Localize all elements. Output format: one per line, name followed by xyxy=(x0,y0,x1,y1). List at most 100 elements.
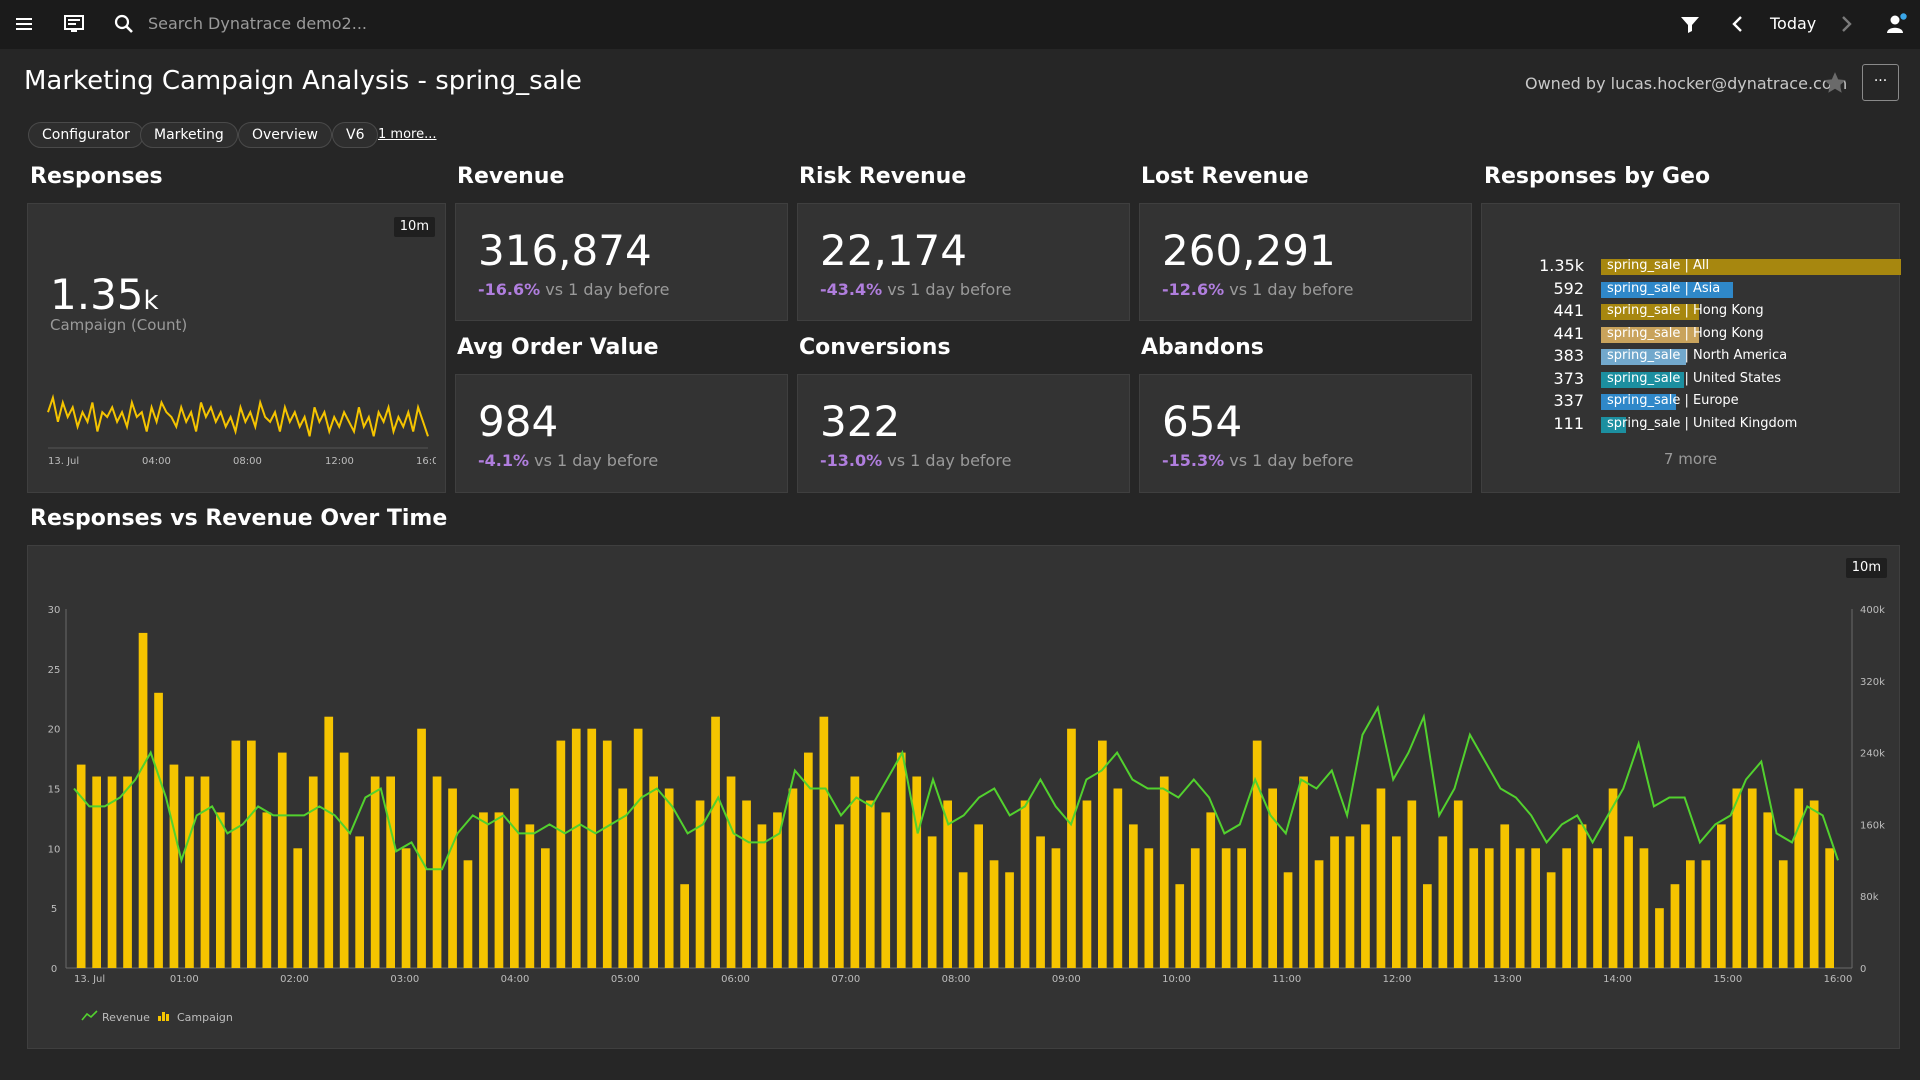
campaign-bar[interactable] xyxy=(293,848,303,968)
campaign-bar[interactable] xyxy=(1655,908,1664,968)
campaign-bar[interactable] xyxy=(1299,776,1308,969)
campaign-bar[interactable] xyxy=(154,692,163,968)
geo-row[interactable]: 373 spring_sale | United States xyxy=(1512,369,1920,389)
campaign-bar[interactable] xyxy=(664,788,674,969)
campaign-bar[interactable] xyxy=(510,788,519,969)
campaign-bar[interactable] xyxy=(525,824,535,968)
campaign-bar[interactable] xyxy=(742,800,751,969)
campaign-bar[interactable] xyxy=(1484,848,1494,968)
tag-v6[interactable]: V6 xyxy=(332,122,379,148)
campaign-bar[interactable] xyxy=(633,728,643,968)
campaign-bar[interactable] xyxy=(1345,836,1355,968)
campaign-bar[interactable] xyxy=(1098,740,1107,968)
campaign-bar[interactable] xyxy=(1190,848,1200,968)
campaign-bar[interactable] xyxy=(1608,788,1618,969)
campaign-bar[interactable] xyxy=(1392,836,1401,968)
campaign-bar[interactable] xyxy=(618,788,628,969)
campaign-bar[interactable] xyxy=(1051,848,1061,968)
campaign-bar[interactable] xyxy=(76,764,86,968)
campaign-bar[interactable] xyxy=(571,728,581,968)
campaign-bar[interactable] xyxy=(865,800,875,969)
campaign-bar[interactable] xyxy=(1717,824,1726,968)
campaign-bar[interactable] xyxy=(123,776,132,969)
geo-row[interactable]: 337 spring_sale | Europe xyxy=(1512,391,1920,411)
campaign-bar[interactable] xyxy=(200,776,210,969)
campaign-bar[interactable] xyxy=(1531,848,1540,968)
campaign-bar[interactable] xyxy=(556,740,566,968)
campaign-bar[interactable] xyxy=(1562,848,1571,968)
campaign-bar[interactable] xyxy=(850,776,860,969)
campaign-bar[interactable] xyxy=(1809,800,1819,969)
campaign-bar[interactable] xyxy=(1268,788,1277,969)
campaign-bar[interactable] xyxy=(463,860,473,968)
campaign-bar[interactable] xyxy=(943,800,952,969)
campaign-bar[interactable] xyxy=(974,824,983,968)
campaign-bar[interactable] xyxy=(1701,860,1711,968)
campaign-bar[interactable] xyxy=(726,776,736,969)
campaign-bar[interactable] xyxy=(1113,788,1123,969)
campaign-bar[interactable] xyxy=(1407,800,1417,969)
campaign-bar[interactable] xyxy=(1778,860,1788,968)
campaign-bar[interactable] xyxy=(277,752,287,968)
campaign-bar[interactable] xyxy=(989,860,999,968)
timeseries-tile[interactable]: 10m 0 5 10 15 20 25 30 0 80k 160k 240k 320k 400k 13. … xyxy=(27,545,1900,1049)
campaign-bar[interactable] xyxy=(138,632,148,968)
campaign-bar[interactable] xyxy=(262,812,272,968)
monitor-icon[interactable] xyxy=(62,12,86,36)
geo-more-link[interactable]: 7 more xyxy=(1663,450,1718,468)
campaign-bar[interactable] xyxy=(1515,848,1525,968)
campaign-bar[interactable] xyxy=(216,812,225,968)
campaign-bar[interactable] xyxy=(587,728,597,968)
campaign-bar[interactable] xyxy=(695,800,705,969)
geo-row[interactable]: 441 spring_sale | Hong Kong xyxy=(1512,324,1920,344)
campaign-bar[interactable] xyxy=(1237,848,1246,968)
campaign-bar[interactable] xyxy=(479,812,488,968)
tag-configurator[interactable]: Configurator xyxy=(28,122,144,148)
campaign-bar[interactable] xyxy=(1453,800,1463,969)
responses-tile[interactable]: 10m 1.35k Campaign (Count) 13. Jul 04:00 0… xyxy=(27,203,446,493)
campaign-bar[interactable] xyxy=(1794,788,1804,969)
campaign-bar[interactable] xyxy=(1036,836,1045,968)
campaign-bar[interactable] xyxy=(1577,824,1587,968)
campaign-bar[interactable] xyxy=(835,824,844,968)
user-icon[interactable] xyxy=(1884,12,1908,36)
campaign-bar[interactable] xyxy=(1763,812,1773,968)
campaign-bar[interactable] xyxy=(1500,824,1510,968)
geo-row[interactable]: 111 spring_sale | United Kingdom xyxy=(1512,414,1920,434)
campaign-bar[interactable] xyxy=(773,812,782,968)
campaign-bar[interactable] xyxy=(649,776,658,969)
campaign-bar[interactable] xyxy=(417,728,426,968)
campaign-bar[interactable] xyxy=(370,776,380,969)
campaign-bar[interactable] xyxy=(1361,824,1370,968)
campaign-bar[interactable] xyxy=(1423,884,1432,968)
legend-revenue-label[interactable]: Revenue xyxy=(102,1011,150,1024)
campaign-bar[interactable] xyxy=(1005,872,1014,968)
campaign-bar[interactable] xyxy=(881,812,891,968)
campaign-bar[interactable] xyxy=(1639,848,1649,968)
campaign-bar[interactable] xyxy=(958,872,968,968)
campaign-bar[interactable] xyxy=(324,716,334,968)
revenue-series-line[interactable] xyxy=(73,704,1839,871)
search-icon[interactable] xyxy=(112,12,136,36)
hamburger-menu-icon[interactable] xyxy=(12,12,36,36)
campaign-bar[interactable] xyxy=(1670,884,1680,968)
campaign-bar[interactable] xyxy=(711,716,720,968)
campaign-bar[interactable] xyxy=(448,788,457,969)
lost-revenue-tile[interactable]: 260,291 -12.6% vs 1 day before xyxy=(1139,203,1472,321)
campaign-bar[interactable] xyxy=(1686,860,1695,968)
campaign-bar[interactable] xyxy=(339,752,349,968)
campaign-bar[interactable] xyxy=(912,776,922,969)
campaign-bar[interactable] xyxy=(107,776,117,969)
campaign-bar[interactable] xyxy=(1593,848,1602,968)
campaign-bar[interactable] xyxy=(169,764,179,968)
campaign-bar[interactable] xyxy=(1469,848,1479,968)
campaign-bar[interactable] xyxy=(401,848,411,968)
campaign-bar[interactable] xyxy=(1314,860,1324,968)
campaign-bar[interactable] xyxy=(494,812,504,968)
campaign-bar[interactable] xyxy=(355,836,364,968)
campaign-bar[interactable] xyxy=(92,776,101,969)
timeframe-selector[interactable]: Today xyxy=(1770,14,1817,33)
legend-campaign-label[interactable]: Campaign xyxy=(177,1011,233,1024)
campaign-bar[interactable] xyxy=(1252,740,1262,968)
chevron-right-icon[interactable] xyxy=(1834,12,1858,36)
